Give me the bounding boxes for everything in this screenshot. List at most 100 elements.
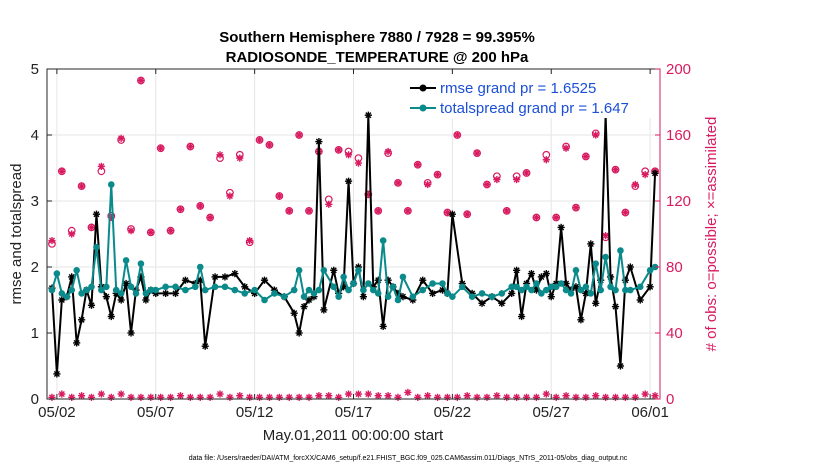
rmse-point-dot — [198, 278, 202, 282]
obs-rejected-marker — [592, 392, 600, 400]
rmse-point-dot — [129, 331, 133, 335]
y-tick-label-left: 1 — [31, 325, 39, 342]
totalspread-point — [350, 280, 357, 287]
rmse-point-dot — [421, 278, 425, 282]
totalspread-point — [53, 270, 61, 277]
totalspread-point — [58, 290, 66, 297]
totalspread-point — [468, 293, 476, 301]
totalspread-point — [137, 260, 145, 268]
legend-rmse-marker — [419, 84, 427, 92]
rmse-point-dot — [529, 272, 534, 276]
obs-rejected-marker — [631, 393, 639, 401]
rmse-point-dot — [638, 298, 642, 302]
obs-assimilated-marker — [285, 207, 293, 215]
totalspread-point — [147, 286, 155, 294]
rmse-point-dot — [104, 295, 108, 299]
obs-rejected-marker — [157, 393, 165, 401]
totalspread-point — [152, 286, 160, 294]
totalspread-point — [360, 286, 367, 294]
obs-rejected-marker — [433, 393, 442, 401]
obs-rejected-marker — [443, 393, 452, 401]
rmse-point-dot — [648, 285, 652, 289]
rmse-point-dot — [243, 285, 247, 289]
totalspread-point — [498, 290, 506, 297]
obs-assimilated-marker — [394, 179, 402, 187]
totalspread-point — [646, 267, 654, 274]
obs-assimilated-marker — [196, 202, 204, 210]
rmse-point-dot — [618, 364, 623, 368]
rmse-point-dot — [297, 331, 301, 335]
obs-rejected-marker — [453, 393, 461, 401]
totalspread-point — [439, 280, 446, 287]
obs-assimilated-marker — [433, 171, 442, 179]
rmse-point-dot — [628, 265, 632, 269]
legend-rmse-label: rmse grand pr = 1.6525 — [440, 80, 596, 97]
rmse-point-dot — [89, 303, 94, 307]
obs-assimilated-marker — [97, 162, 105, 170]
totalspread-point — [523, 283, 530, 291]
obs-rejected-marker — [315, 392, 323, 400]
obs-assimilated-marker — [127, 227, 135, 235]
totalspread-point — [409, 293, 417, 301]
obs-rejected-marker — [414, 393, 422, 401]
totalspread-point — [488, 293, 496, 301]
obs-assimilated-marker — [404, 207, 412, 215]
obs-rejected-marker — [97, 390, 105, 398]
totalspread-point — [68, 286, 76, 294]
obs-rejected-marker — [621, 393, 629, 401]
obs-rejected-marker — [246, 393, 254, 401]
series-layer — [48, 76, 659, 401]
totalspread-point — [369, 286, 377, 294]
obs-rejected-marker — [364, 390, 372, 398]
totalspread-point — [162, 283, 169, 291]
totalspread-point — [597, 286, 604, 294]
obs-assimilated-marker — [255, 136, 264, 144]
totalspread-point — [295, 267, 303, 274]
obs-rejected-marker — [285, 393, 293, 401]
totalspread-point — [389, 283, 397, 291]
obs-assimilated-marker — [226, 192, 234, 200]
rmse-point-dot — [119, 298, 123, 302]
totalspread-point — [192, 283, 199, 291]
obs-rejected-marker — [582, 393, 590, 401]
totalspread-point — [592, 260, 600, 268]
obs-assimilated-marker — [503, 207, 511, 215]
totalspread-point — [577, 286, 585, 294]
obs-rejected-marker — [216, 390, 224, 398]
x-tick-label: 05/02 — [38, 404, 76, 421]
obs-rejected-marker — [572, 393, 580, 401]
y-tick-label-left: 4 — [31, 127, 39, 144]
obs-rejected-marker — [127, 393, 135, 401]
obs-rejected-marker — [226, 393, 234, 401]
obs-assimilated-marker — [246, 237, 254, 245]
rmse-point-dot — [94, 212, 99, 216]
x-tick-label: 05/17 — [335, 404, 373, 421]
rmse-point-dot — [55, 372, 59, 376]
obs-assimilated-marker — [611, 166, 620, 174]
rmse-point-dot — [361, 295, 365, 299]
legend-box — [406, 74, 656, 118]
obs-assimilated-marker — [236, 154, 244, 162]
obs-rejected-marker — [424, 392, 432, 400]
totalspread-point — [335, 293, 342, 301]
legend: rmse grand pr = 1.6525 totalspread grand… — [406, 74, 656, 118]
rmse-point-dot — [262, 278, 267, 282]
totalspread-point — [419, 286, 427, 294]
plot-area — [47, 68, 660, 400]
x-tick-label: 05/22 — [434, 404, 472, 421]
totalspread-point — [132, 290, 140, 297]
chart-title-line-1: Southern Hemisphere 7880 / 7928 = 99.395… — [219, 29, 535, 46]
totalspread-point — [315, 286, 323, 294]
totalspread-point — [201, 286, 209, 294]
rmse-point-dot — [559, 225, 563, 229]
totalspread-point — [310, 290, 318, 297]
obs-rejected-marker — [611, 393, 620, 401]
rmse-point-dot — [500, 301, 504, 305]
totalspread-point — [562, 286, 570, 294]
rmse-point-dot — [579, 318, 583, 322]
totalspread-point — [88, 283, 95, 291]
rmse-point-dot — [223, 275, 227, 279]
rmse-point-dot — [70, 275, 74, 279]
rmse-point-dot — [613, 305, 618, 309]
